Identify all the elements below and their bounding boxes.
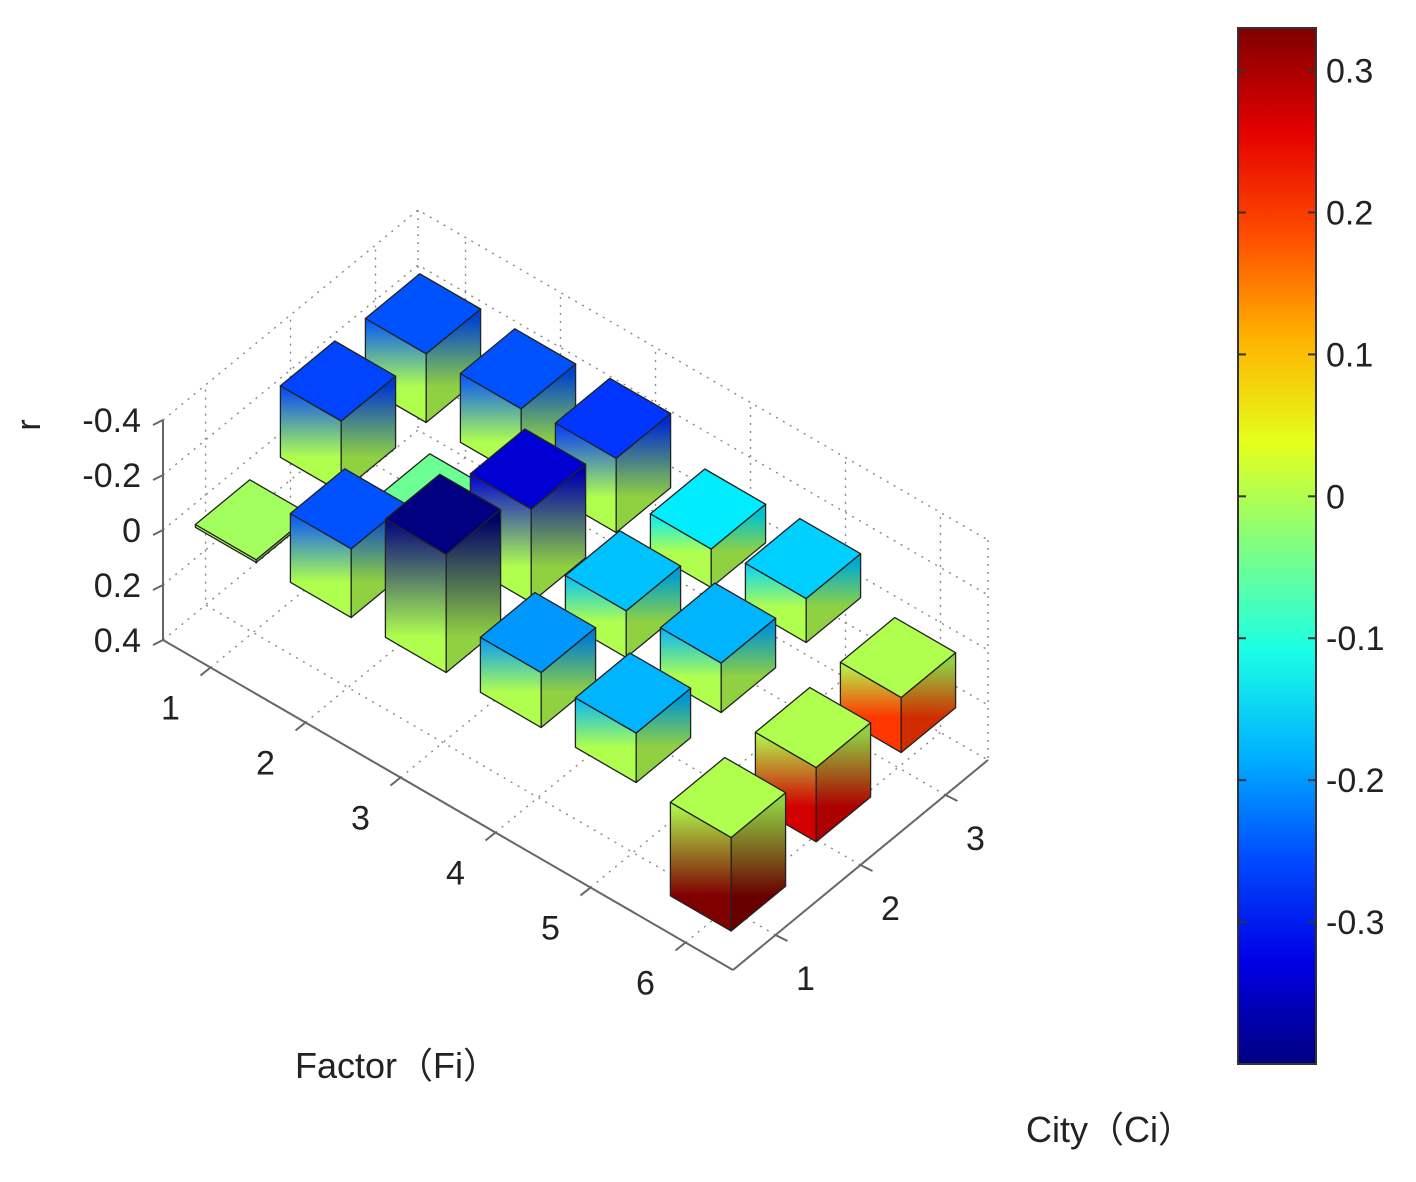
factor-axis-line <box>162 639 734 971</box>
bar-top-face <box>669 756 787 839</box>
z-tick <box>152 584 164 591</box>
bar <box>744 517 862 644</box>
bar-top-face <box>279 340 397 422</box>
z-tick <box>152 474 164 481</box>
bar-top-face <box>649 468 767 550</box>
bar-top-face <box>754 686 872 769</box>
bar <box>659 582 777 714</box>
factor-tick <box>389 776 402 787</box>
factor-tick <box>674 941 687 952</box>
z-tick-label: 0 <box>122 512 141 550</box>
bars <box>194 273 957 932</box>
factor-tick-label: 6 <box>636 965 655 1003</box>
bar <box>574 652 692 784</box>
z-tick <box>152 639 164 646</box>
bar-top-face <box>744 517 862 600</box>
bar <box>364 273 482 424</box>
x-axis-label: Factor（Fi） <box>295 1045 499 1086</box>
city-tick <box>860 864 873 872</box>
bar-top-face <box>839 616 957 699</box>
colorbar-tick-label: 0.3 <box>1326 53 1373 91</box>
factor-tick <box>484 831 497 842</box>
bar <box>479 591 597 729</box>
colorbar-tick-label: -0.2 <box>1326 762 1385 800</box>
city-tick-label: 3 <box>966 820 985 858</box>
colorbar-gradient <box>1237 27 1317 1065</box>
city-tick-label: 1 <box>796 960 815 998</box>
bar-top-face <box>459 328 577 410</box>
factor-tick-label: 5 <box>541 910 560 948</box>
z-tick-label: 0.2 <box>94 567 141 605</box>
factor-tick-label: 4 <box>446 855 465 893</box>
bar-top-face <box>554 377 672 459</box>
z-axis-label: r <box>10 419 48 430</box>
factor-tick <box>294 721 307 732</box>
z-tick-label: -0.2 <box>82 457 141 495</box>
grid-line <box>162 264 989 596</box>
colorbar-tick-label: 0 <box>1326 478 1345 516</box>
bar <box>564 530 682 659</box>
bar-top-face <box>364 273 482 355</box>
z-tick-label: -0.4 <box>82 402 141 440</box>
bar-top-face <box>479 591 597 674</box>
grid-line <box>162 209 989 541</box>
grid-line <box>162 429 989 761</box>
factor-tick-label: 1 <box>161 690 180 728</box>
bar-top-face <box>659 582 777 664</box>
bar <box>279 340 397 494</box>
bar-top-face <box>384 473 502 555</box>
z-tick <box>152 529 164 536</box>
bar <box>669 756 787 932</box>
z-tick-label: 0.4 <box>94 622 141 660</box>
bar <box>649 468 767 589</box>
colorbar-tick-label: 0.1 <box>1326 336 1373 374</box>
axes: -0.4 -0.2 0 0.2 0.4 1 2 3 4 5 6 1 2 3 <box>82 402 989 1003</box>
bar-top-face <box>564 530 682 612</box>
axis-labels: Factor（Fi） City（Ci） r <box>10 419 1194 1150</box>
colorbar: 0.3 0.2 0.1 0 -0.1 -0.2 -0.3 <box>1237 27 1385 1065</box>
bar-top-face <box>574 652 692 734</box>
z-tick <box>152 419 164 426</box>
city-tick <box>775 934 788 942</box>
factor-tick <box>579 886 592 897</box>
factor-tick-label: 3 <box>351 800 370 838</box>
bar <box>839 616 957 754</box>
colorbar-tick-label: 0.2 <box>1326 194 1373 232</box>
factor-tick <box>199 666 212 677</box>
city-tick <box>945 794 958 802</box>
colorbar-tick-label: -0.1 <box>1326 620 1385 658</box>
colorbar-tick-label: -0.3 <box>1326 904 1385 942</box>
city-tick-label: 2 <box>881 890 900 928</box>
y-axis-label: City（Ci） <box>1026 1109 1194 1150</box>
bar-top-face <box>469 428 587 510</box>
factor-tick-label: 2 <box>256 745 275 783</box>
